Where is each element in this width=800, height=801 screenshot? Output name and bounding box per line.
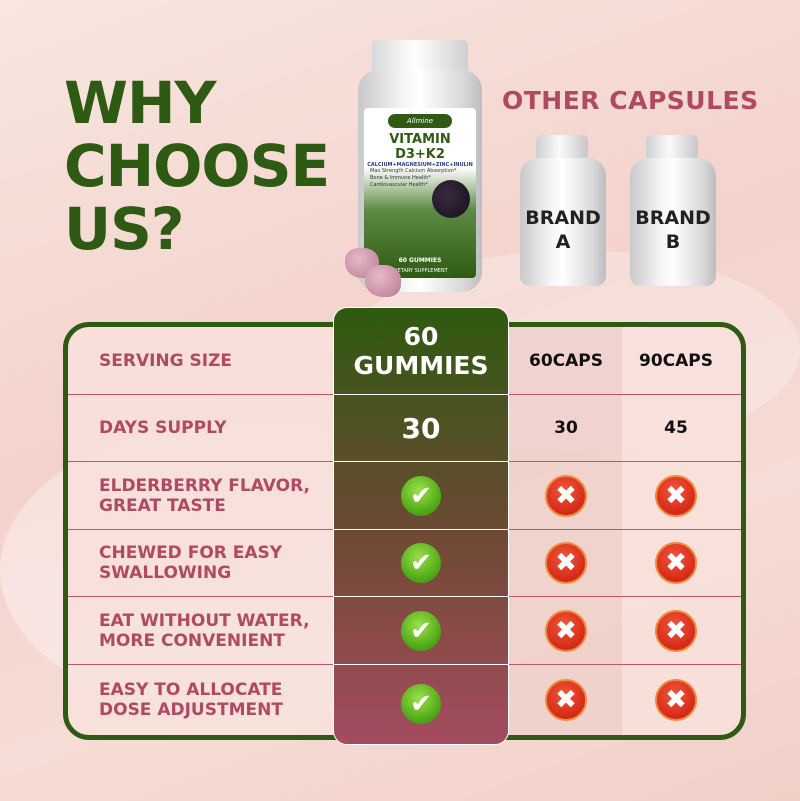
label-line: B (665, 231, 681, 253)
brand-logo: Allmine (388, 114, 452, 128)
product-subtitle: CALCIUM+MAGNESIUM+ZINC+INULIN (367, 162, 473, 168)
product-name: VITAMIN D3+K2 (389, 132, 451, 162)
product-bullet: Cardiovascular Health* (370, 182, 428, 188)
check-circle-icon: ✔ (401, 684, 441, 724)
x-circle-icon: ✖ (655, 542, 697, 584)
brand-a-value: 30 (554, 418, 578, 438)
x-circle-icon: ✖ (545, 609, 587, 652)
brand-a-label: BRAND A (520, 206, 606, 254)
product-bullet: Max Strength Calcium Absorption* (370, 168, 457, 174)
our-cell: ✔ (334, 665, 508, 743)
label-line: MORE CONVENIENT (99, 630, 285, 651)
x-circle-icon: ✖ (545, 474, 587, 517)
brand-b-value: 90CAPS (639, 350, 713, 371)
our-product-column: 60 GUMMIES 30 ✔ ✔ ✔ ✔ (333, 307, 509, 745)
product-count: 60 GUMMIES (398, 257, 442, 264)
label-line: SWALLOWING (99, 563, 232, 583)
brand-a-bottle: BRAND A (520, 158, 606, 286)
brand-b-value: 45 (664, 418, 688, 438)
brand-a-column (509, 327, 622, 735)
product-bullet: Bone & Immune Health* (370, 175, 431, 181)
row-label: DAYS SUPPLY (99, 418, 227, 438)
row-label: CHEWED FOR EASY SWALLOWING (99, 543, 282, 583)
label-line: EAT WITHOUT WATER, (99, 610, 310, 631)
label-line: BRAND (635, 207, 711, 229)
bottle-cap (646, 135, 698, 161)
x-circle-icon: ✖ (655, 474, 697, 517)
our-days-supply: 30 (334, 395, 508, 462)
page-title: WHY CHOOSE US? (64, 69, 330, 263)
value-line: 60 (403, 322, 439, 351)
row-label: ELDERBERRY FLAVOR, GREAT TASTE (99, 476, 310, 516)
row-label: SERVING SIZE (99, 350, 233, 371)
label-line: BRAND (525, 207, 601, 229)
comparison-table: SERVING SIZE 60CAPS 90CAPS DAYS SUPPLY 3… (63, 322, 746, 740)
our-cell: ✔ (334, 462, 508, 530)
x-circle-icon: ✖ (545, 542, 587, 584)
our-cell: ✔ (334, 597, 508, 665)
bottle-cap (536, 135, 588, 161)
label-line: ELDERBERRY FLAVOR, (99, 475, 310, 496)
title-line: CHOOSE (64, 132, 330, 200)
product-bottle: Allmine VITAMIN D3+K2 CALCIUM+MAGNESIUM+… (358, 70, 482, 292)
product-label: Allmine VITAMIN D3+K2 CALCIUM+MAGNESIUM+… (364, 108, 476, 278)
label-line: GREAT TASTE (99, 495, 226, 516)
x-circle-icon: ✖ (655, 609, 697, 652)
our-cell: ✔ (334, 530, 508, 597)
elderberry-image (432, 180, 470, 218)
label-line: CHEWED FOR EASY (99, 543, 283, 563)
row-label: EASY TO ALLOCATE DOSE ADJUSTMENT (99, 680, 283, 720)
title-line: US? (64, 195, 185, 263)
value-line: GUMMIES (353, 351, 489, 380)
label-line: A (555, 231, 571, 253)
table-row: ELDERBERRY FLAVOR, GREAT TASTE ✖ ✖ (68, 462, 741, 530)
gummy-image (365, 265, 401, 297)
other-capsules-heading: OTHER CAPSULES (502, 86, 759, 115)
brand-a-value: 60CAPS (529, 350, 603, 371)
x-circle-icon: ✖ (545, 679, 587, 721)
title-line: WHY (64, 69, 217, 137)
product-type: DIETARY SUPPLEMENT (392, 268, 448, 274)
brand-b-bottle: BRAND B (630, 158, 716, 286)
table-row: EASY TO ALLOCATE DOSE ADJUSTMENT ✖ ✖ (68, 665, 741, 735)
our-serving-size: 60 GUMMIES (334, 308, 508, 395)
brand-b-label: BRAND B (630, 206, 716, 254)
check-circle-icon: ✔ (401, 475, 441, 516)
label-line: EASY TO ALLOCATE (99, 680, 283, 700)
check-circle-icon: ✔ (401, 543, 441, 583)
row-label: EAT WITHOUT WATER, MORE CONVENIENT (99, 611, 310, 651)
label-line: DOSE ADJUSTMENT (99, 700, 283, 720)
check-circle-icon: ✔ (401, 610, 441, 651)
x-circle-icon: ✖ (655, 679, 697, 721)
table-row: SERVING SIZE 60CAPS 90CAPS (68, 327, 741, 395)
